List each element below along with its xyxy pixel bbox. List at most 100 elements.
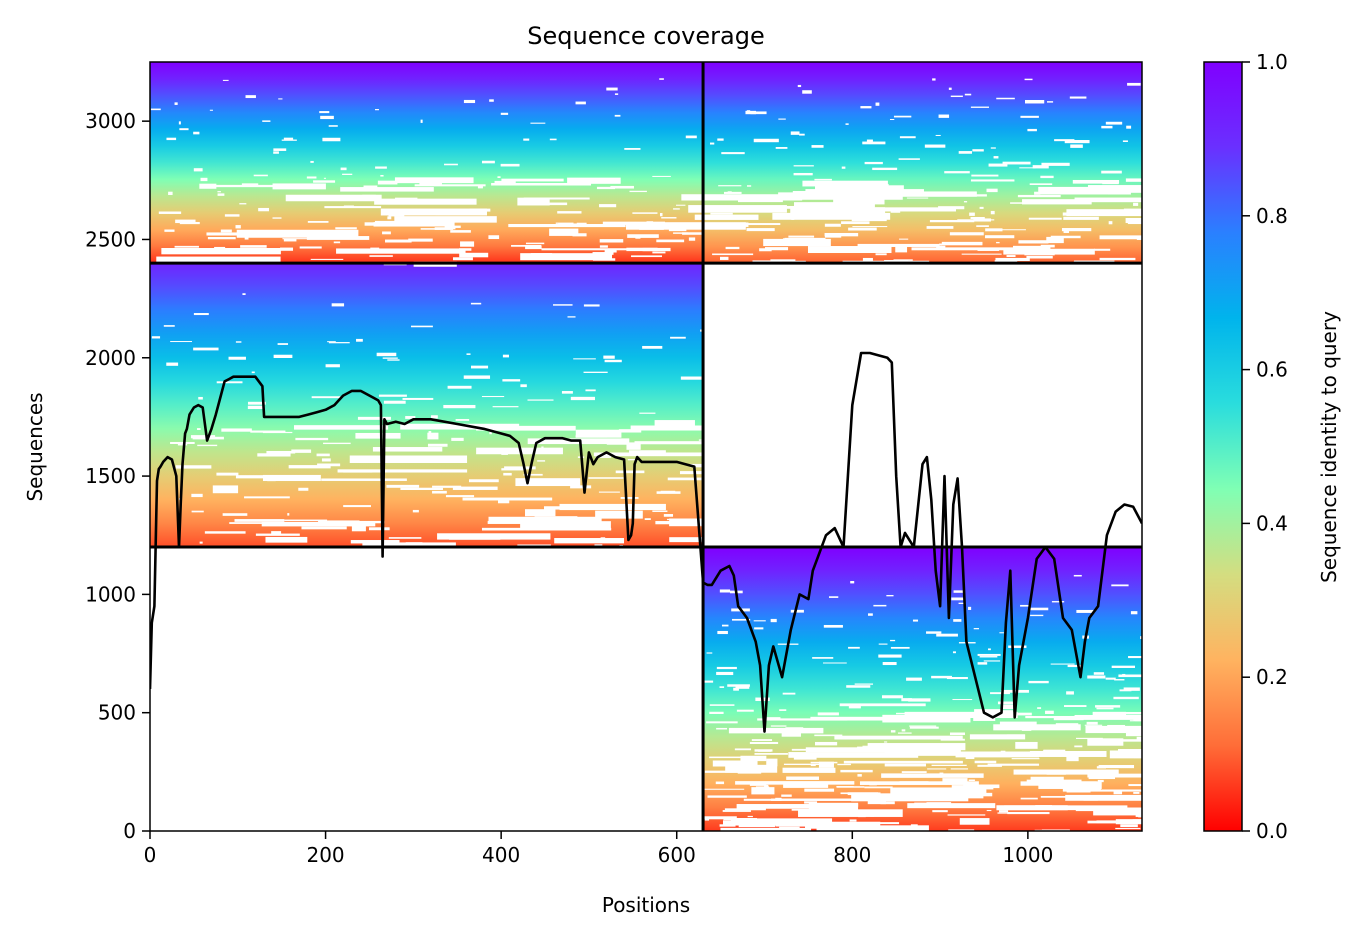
coverage-gap	[968, 779, 975, 782]
colorbar-tick-label: 0.8	[1256, 204, 1288, 228]
coverage-gap	[1095, 705, 1121, 708]
coverage-gap	[576, 222, 587, 225]
coverage-gap	[1096, 766, 1106, 769]
coverage-gap	[716, 666, 737, 670]
coverage-gap	[758, 198, 781, 200]
coverage-gap	[1030, 614, 1044, 617]
coverage-gap	[224, 214, 240, 217]
coverage-gap	[561, 391, 573, 394]
coverage-gap	[630, 425, 724, 431]
coverage-gap	[320, 115, 334, 120]
coverage-gap	[965, 756, 975, 760]
coverage-gap	[1002, 161, 1031, 165]
coverage-gap	[884, 741, 888, 743]
coverage-gap	[833, 199, 885, 205]
coverage-gap	[199, 183, 217, 189]
coverage-gap	[679, 471, 719, 475]
coverage-gap	[150, 108, 161, 111]
coverage-gap	[935, 134, 941, 137]
coverage-gap	[1135, 814, 1142, 817]
coverage-gap	[725, 764, 778, 773]
coverage-gap	[986, 809, 992, 812]
coverage-gap	[884, 749, 961, 756]
coverage-gap	[241, 183, 259, 186]
coverage-gap	[668, 228, 687, 232]
coverage-gap	[277, 343, 289, 345]
coverage-gap	[1053, 716, 1084, 721]
coverage-gap	[1118, 674, 1142, 678]
coverage-gap	[854, 683, 874, 685]
coverage-gap	[1029, 607, 1049, 611]
coverage-gap	[911, 247, 1024, 251]
coverage-gap	[875, 102, 880, 106]
coverage-gap	[1032, 165, 1049, 169]
coverage-gap	[673, 208, 680, 210]
coverage-gap	[1069, 96, 1087, 99]
coverage-gap	[771, 798, 889, 801]
coverage-gap	[824, 235, 842, 238]
coverage-gap	[553, 304, 573, 306]
coverage-gap	[977, 764, 1002, 767]
coverage-gap	[1117, 739, 1142, 742]
coverage-gap	[996, 241, 1000, 244]
coverage-gap	[932, 78, 936, 81]
coverage-gap	[836, 786, 865, 788]
colorbar-tick-label: 0.6	[1256, 358, 1288, 382]
coverage-gap	[993, 156, 999, 159]
coverage-gap	[629, 190, 647, 193]
coverage-gap	[235, 225, 241, 229]
coverage-gap	[595, 510, 643, 519]
coverage-gap	[944, 171, 970, 174]
coverage-gap	[1037, 707, 1042, 709]
coverage-block-b	[703, 62, 1142, 264]
coverage-gap	[1105, 121, 1123, 125]
coverage-gap	[251, 371, 255, 374]
x-tick-label: 800	[833, 843, 871, 867]
coverage-gap	[908, 698, 931, 702]
coverage-gap	[746, 228, 775, 232]
coverage-gap	[445, 495, 475, 498]
x-axis-label: Positions	[602, 893, 690, 917]
coverage-gap	[161, 247, 281, 255]
coverage-gap	[632, 212, 658, 214]
coverage-gap	[234, 519, 285, 522]
coverage-gap	[712, 760, 758, 767]
coverage-gap	[866, 139, 873, 143]
coverage-gap	[1087, 820, 1123, 824]
coverage-gap	[534, 516, 578, 518]
coverage-gap	[376, 352, 397, 357]
coverage-gap	[212, 485, 239, 494]
coverage-gap	[410, 325, 433, 328]
coverage-gap	[846, 207, 956, 212]
coverage-gap	[420, 228, 442, 230]
coverage-gap	[1128, 784, 1142, 787]
coverage-gap	[604, 249, 617, 253]
coverage-gap	[757, 718, 848, 721]
coverage-gap	[880, 801, 895, 805]
coverage-gap	[463, 375, 491, 379]
coverage-gap	[374, 109, 379, 111]
coverage-gap	[599, 245, 608, 248]
coverage-gap	[1126, 125, 1132, 129]
coverage-gap	[193, 313, 209, 316]
coverage-gap	[489, 99, 494, 102]
coverage-gap	[938, 114, 950, 118]
coverage-gap	[369, 255, 393, 257]
coverage-gap	[958, 151, 973, 154]
coverage-gap	[842, 260, 930, 269]
coverage-gap	[549, 228, 579, 236]
coverage-gap	[287, 513, 290, 516]
coverage-gap	[209, 109, 213, 111]
coverage-gap	[723, 191, 742, 194]
colorbar-ticks: 0.0 0.2 0.4 0.6 0.8 1.0	[1242, 50, 1288, 843]
coverage-gap	[412, 509, 419, 513]
coverage-gap	[497, 500, 510, 504]
coverage-gap	[895, 245, 908, 253]
coverage-gap	[1026, 779, 1082, 783]
coverage-gap	[933, 792, 993, 797]
coverage-gap	[843, 760, 963, 764]
coverage-gap	[523, 138, 530, 141]
coverage-gap	[628, 450, 666, 453]
coverage-gap	[525, 245, 542, 250]
coverage-gap	[988, 163, 1008, 167]
